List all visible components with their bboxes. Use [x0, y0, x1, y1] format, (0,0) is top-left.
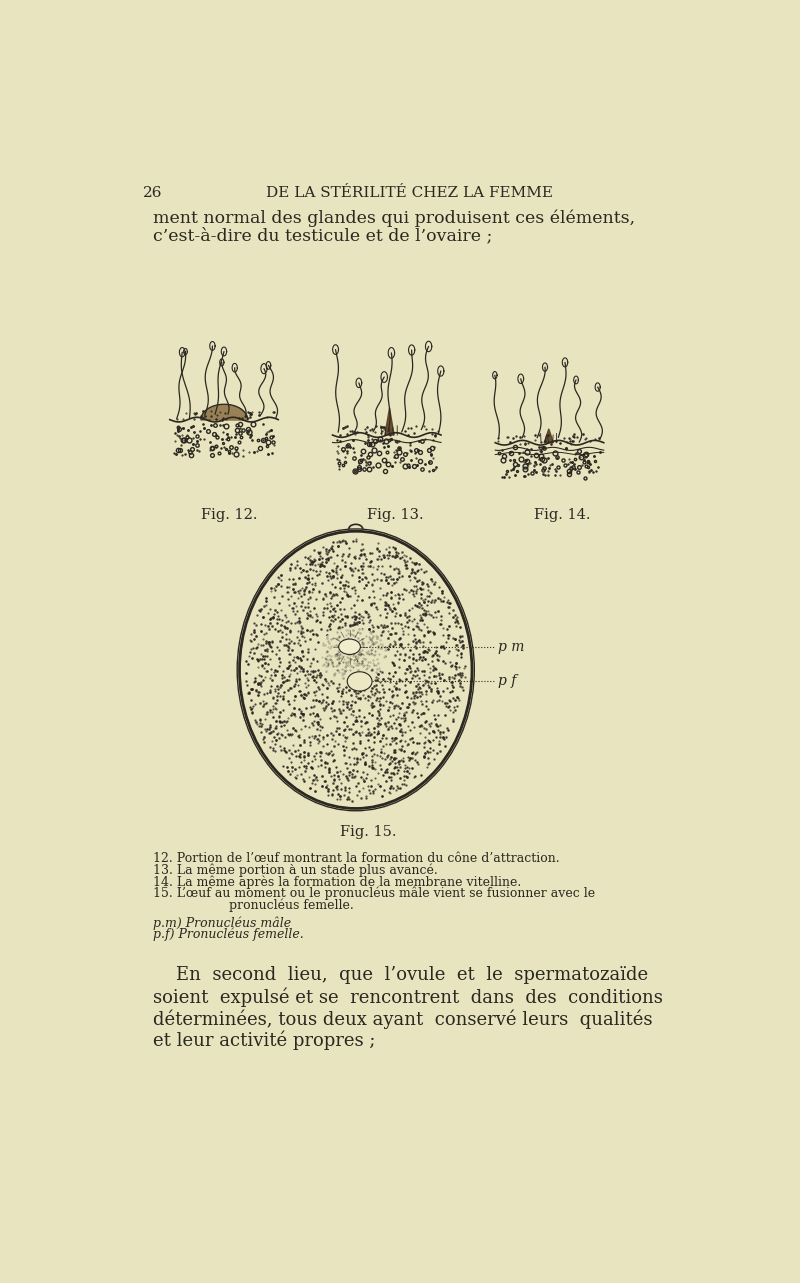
Ellipse shape — [317, 627, 386, 681]
Polygon shape — [385, 408, 394, 435]
Ellipse shape — [347, 672, 372, 692]
Text: 12. Portion de l’œuf montrant la formation du cône d’attraction.: 12. Portion de l’œuf montrant la formati… — [153, 852, 559, 865]
Text: p m: p m — [498, 640, 524, 654]
Polygon shape — [544, 429, 554, 443]
Text: Fig. 13.: Fig. 13. — [367, 508, 424, 522]
Text: p.m) Pronucléus mâle: p.m) Pronucléus mâle — [153, 916, 291, 930]
Ellipse shape — [242, 534, 470, 806]
Text: p f: p f — [498, 675, 516, 689]
Text: déterminées, tous deux ayant  conservé leurs  qualités: déterminées, tous deux ayant conservé le… — [153, 1010, 652, 1029]
Text: c’est-à-dire du testicule et de l’ovaire ;: c’est-à-dire du testicule et de l’ovaire… — [153, 227, 492, 244]
Text: 13. La même portion à un stade plus avancé.: 13. La même portion à un stade plus avan… — [153, 863, 438, 878]
Text: 15. L’œuf au moment ou le pronucléus mâle vient se fusionner avec le: 15. L’œuf au moment ou le pronucléus mâl… — [153, 887, 595, 901]
Text: 26: 26 — [142, 186, 162, 200]
Text: En  second  lieu,  que  l’ovule  et  le  spermatozaïde: En second lieu, que l’ovule et le sperma… — [153, 966, 648, 984]
Ellipse shape — [338, 639, 361, 654]
Text: DE LA STÉRILITÉ CHEZ LA FEMME: DE LA STÉRILITÉ CHEZ LA FEMME — [266, 186, 554, 200]
Text: 14. La même après la formation de la membrane vitelline.: 14. La même après la formation de la mem… — [153, 875, 521, 889]
Text: pronucléus femelle.: pronucléus femelle. — [153, 898, 354, 912]
Text: Fig. 12.: Fig. 12. — [201, 508, 258, 522]
Text: ment normal des glandes qui produisent ces éléments,: ment normal des glandes qui produisent c… — [153, 209, 635, 227]
Text: soient  expulsé et se  rencontrent  dans  des  conditions: soient expulsé et se rencontrent dans de… — [153, 988, 662, 1007]
Text: p.f) Pronucléus femelle.: p.f) Pronucléus femelle. — [153, 928, 303, 942]
Text: Fig. 15.: Fig. 15. — [340, 825, 397, 839]
Text: Fig. 14.: Fig. 14. — [534, 508, 590, 522]
Text: et leur activité propres ;: et leur activité propres ; — [153, 1032, 375, 1051]
